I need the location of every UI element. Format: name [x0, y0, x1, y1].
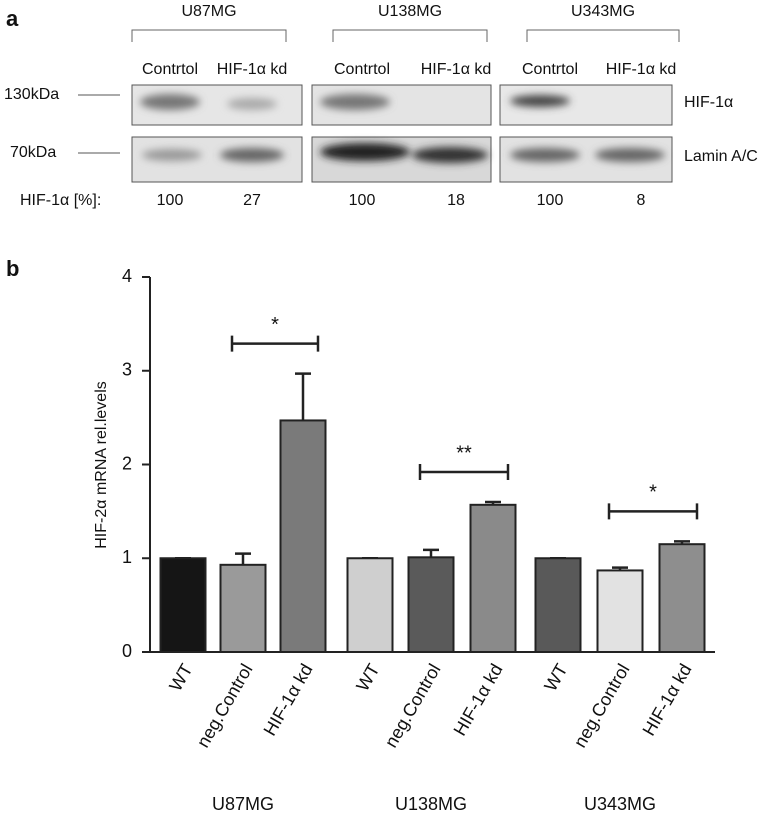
cell-lines: U87MG Contrtol 100 HIF-1α kd 27 U138MG Contrto…: [131, 3, 680, 209]
percent-label: HIF-1α [%]:: [20, 192, 101, 209]
group-label: U138MG: [395, 794, 467, 814]
x-tick-label: neg.Control: [570, 660, 634, 751]
bracket: [526, 29, 680, 42]
marker-label: 130kDa: [4, 86, 59, 103]
percent-value: 8: [637, 192, 646, 209]
percent-value: 18: [447, 192, 465, 209]
panel-label: a: [6, 6, 19, 31]
lane-label: HIF-1α kd: [421, 61, 492, 78]
x-tick-label: neg.Control: [381, 660, 445, 751]
significance-label: *: [649, 482, 657, 504]
lane-label: Contrtol: [522, 61, 578, 78]
protein-label: Lamin A/C: [684, 148, 758, 165]
lane-label: HIF-1α kd: [217, 61, 288, 78]
lane-label: HIF-1α kd: [606, 61, 677, 78]
bands: [140, 94, 665, 163]
significance-label: **: [456, 442, 472, 464]
significance-bracket: [418, 464, 510, 480]
bracket: [131, 29, 287, 42]
y-tick-label: 3: [122, 360, 132, 380]
significance-bracket: [607, 503, 699, 520]
percent-value: 27: [243, 192, 261, 209]
x-tick-label: WT: [540, 660, 571, 694]
y-tick-label: 4: [122, 266, 132, 286]
y-tick-label: 1: [122, 547, 132, 567]
x-tick-label: neg.Control: [193, 660, 257, 751]
bracket: [332, 29, 488, 42]
group-label: U343MG: [584, 794, 656, 814]
marker-label: 70kDa: [10, 144, 56, 161]
bar: [346, 557, 394, 653]
x-tick-label: WT: [165, 660, 196, 694]
bar: [534, 557, 582, 653]
error-bar: [423, 548, 439, 558]
percent-value: 100: [157, 192, 184, 209]
x-tick-label: HIF-1α kd: [260, 660, 317, 739]
x-tick-label: HIF-1α kd: [450, 660, 507, 739]
cell-line: U138MG: [378, 3, 442, 20]
y-axis-label: HIF-2α mRNA rel.levels: [93, 381, 110, 549]
x-tick-label: HIF-1α kd: [639, 660, 696, 739]
y-tick-label: 0: [122, 641, 132, 661]
lane-label: Contrtol: [334, 61, 390, 78]
bar: [219, 563, 267, 653]
error-bar: [295, 372, 311, 421]
bar: [279, 419, 327, 653]
bar: [596, 569, 644, 653]
protein-label: HIF-1α: [684, 94, 733, 111]
cell-line: U343MG: [571, 3, 635, 20]
x-tick-label: WT: [352, 660, 383, 694]
cell-line: U87MG: [181, 3, 236, 20]
panel-label: b: [6, 256, 19, 281]
bar: [469, 503, 517, 653]
bar: [159, 557, 207, 653]
significance-bracket: [230, 335, 320, 352]
error-bar: [235, 552, 251, 565]
group-label: U87MG: [212, 794, 274, 814]
percent-value: 100: [537, 192, 564, 209]
significance-label: *: [271, 314, 279, 336]
percent-value: 100: [349, 192, 376, 209]
lane-label: Contrtol: [142, 61, 198, 78]
bar: [407, 556, 455, 653]
bar: [658, 543, 706, 653]
y-tick-label: 2: [122, 453, 132, 473]
